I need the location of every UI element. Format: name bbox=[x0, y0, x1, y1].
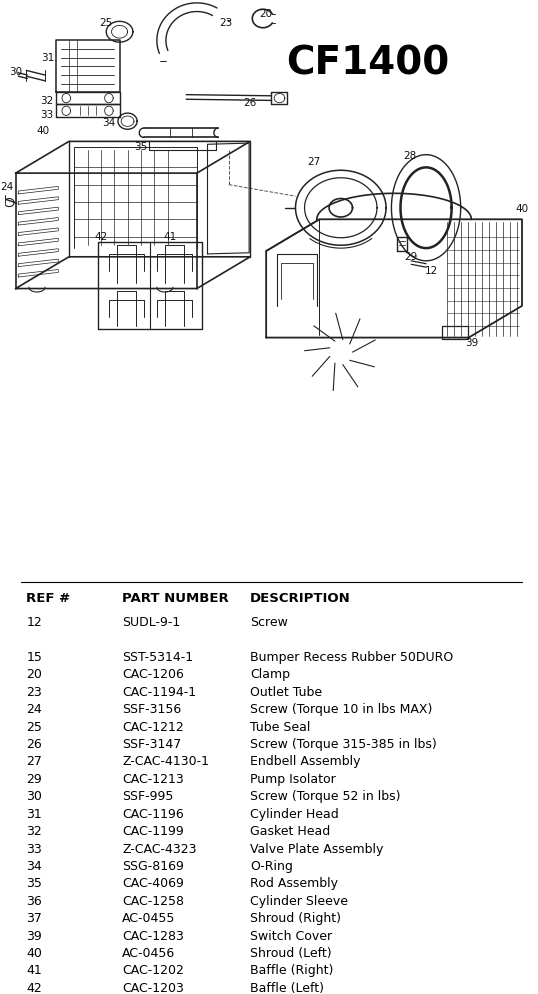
Text: SSF-995: SSF-995 bbox=[122, 790, 174, 803]
Text: SST-5314-1: SST-5314-1 bbox=[122, 651, 193, 664]
Text: Z-CAC-4130-1: Z-CAC-4130-1 bbox=[122, 755, 209, 768]
Text: 12: 12 bbox=[425, 266, 438, 276]
Text: 37: 37 bbox=[26, 912, 42, 925]
Text: 25: 25 bbox=[26, 721, 42, 734]
Text: 24: 24 bbox=[26, 703, 42, 717]
Text: Z-CAC-4323: Z-CAC-4323 bbox=[122, 843, 197, 856]
Text: 42: 42 bbox=[26, 982, 42, 994]
Text: 31: 31 bbox=[41, 53, 54, 63]
Text: 40: 40 bbox=[515, 204, 528, 214]
Text: 15: 15 bbox=[26, 651, 42, 664]
Text: Cylinder Head: Cylinder Head bbox=[250, 808, 339, 821]
Text: Clamp: Clamp bbox=[250, 668, 290, 682]
Text: Pump Isolator: Pump Isolator bbox=[250, 773, 336, 786]
Text: CAC-1258: CAC-1258 bbox=[122, 895, 184, 908]
Text: 24: 24 bbox=[1, 182, 13, 192]
Text: Gasket Head: Gasket Head bbox=[250, 825, 330, 838]
Text: 40: 40 bbox=[37, 126, 50, 136]
Text: 41: 41 bbox=[164, 232, 177, 242]
Text: Screw: Screw bbox=[250, 616, 288, 629]
Text: Screw (Torque 10 in lbs MAX): Screw (Torque 10 in lbs MAX) bbox=[250, 703, 433, 717]
Text: CAC-1203: CAC-1203 bbox=[122, 982, 184, 994]
Text: 32: 32 bbox=[40, 96, 53, 106]
Text: CAC-1283: CAC-1283 bbox=[122, 929, 184, 942]
Text: Shroud (Right): Shroud (Right) bbox=[250, 912, 341, 925]
Text: 33: 33 bbox=[40, 110, 53, 120]
Text: Screw (Torque 315-385 in lbs): Screw (Torque 315-385 in lbs) bbox=[250, 739, 437, 751]
Text: 42: 42 bbox=[94, 232, 108, 242]
Text: 40: 40 bbox=[26, 947, 42, 960]
Text: 20: 20 bbox=[260, 9, 273, 20]
Text: CAC-1212: CAC-1212 bbox=[122, 721, 184, 734]
Text: 26: 26 bbox=[244, 97, 257, 107]
Text: 35: 35 bbox=[134, 142, 147, 152]
Text: 12: 12 bbox=[26, 616, 42, 629]
Text: SSG-8169: SSG-8169 bbox=[122, 860, 184, 873]
Text: 23: 23 bbox=[220, 18, 233, 28]
Text: 32: 32 bbox=[26, 825, 42, 838]
Text: 39: 39 bbox=[26, 929, 42, 942]
Text: 27: 27 bbox=[26, 755, 42, 768]
Text: Switch Cover: Switch Cover bbox=[250, 929, 332, 942]
Text: AC-0456: AC-0456 bbox=[122, 947, 175, 960]
Text: DESCRIPTION: DESCRIPTION bbox=[250, 591, 351, 604]
Text: REF #: REF # bbox=[26, 591, 70, 604]
Text: 30: 30 bbox=[9, 68, 22, 78]
Text: Cylinder Sleeve: Cylinder Sleeve bbox=[250, 895, 348, 908]
Text: SSF-3156: SSF-3156 bbox=[122, 703, 181, 717]
Text: 35: 35 bbox=[26, 878, 42, 891]
Text: 36: 36 bbox=[26, 895, 42, 908]
Text: 41: 41 bbox=[26, 964, 42, 977]
Text: O-Ring: O-Ring bbox=[250, 860, 293, 873]
Text: 30: 30 bbox=[26, 790, 42, 803]
Text: Tube Seal: Tube Seal bbox=[250, 721, 310, 734]
Text: 31: 31 bbox=[26, 808, 42, 821]
Text: 29: 29 bbox=[26, 773, 42, 786]
Text: 27: 27 bbox=[308, 157, 321, 167]
Text: 26: 26 bbox=[26, 739, 42, 751]
Text: 23: 23 bbox=[26, 686, 42, 699]
Text: 34: 34 bbox=[26, 860, 42, 873]
Text: Outlet Tube: Outlet Tube bbox=[250, 686, 322, 699]
Text: SSF-3147: SSF-3147 bbox=[122, 739, 181, 751]
Text: CAC-1196: CAC-1196 bbox=[122, 808, 184, 821]
Text: CAC-1206: CAC-1206 bbox=[122, 668, 184, 682]
Text: 33: 33 bbox=[26, 843, 42, 856]
Text: Endbell Assembly: Endbell Assembly bbox=[250, 755, 360, 768]
Text: Rod Assembly: Rod Assembly bbox=[250, 878, 338, 891]
Text: Valve Plate Assembly: Valve Plate Assembly bbox=[250, 843, 384, 856]
Text: 20: 20 bbox=[26, 668, 42, 682]
Text: Bumper Recess Rubber 50DURO: Bumper Recess Rubber 50DURO bbox=[250, 651, 454, 664]
Text: CF1400: CF1400 bbox=[286, 45, 449, 83]
Text: SUDL-9-1: SUDL-9-1 bbox=[122, 616, 180, 629]
Text: CAC-1213: CAC-1213 bbox=[122, 773, 184, 786]
Text: CAC-4069: CAC-4069 bbox=[122, 878, 184, 891]
Text: PART NUMBER: PART NUMBER bbox=[122, 591, 229, 604]
Text: 29: 29 bbox=[405, 251, 418, 261]
Text: 28: 28 bbox=[404, 151, 417, 161]
Text: Screw (Torque 52 in lbs): Screw (Torque 52 in lbs) bbox=[250, 790, 401, 803]
Text: CAC-1194-1: CAC-1194-1 bbox=[122, 686, 196, 699]
Text: Shroud (Left): Shroud (Left) bbox=[250, 947, 332, 960]
Text: AC-0455: AC-0455 bbox=[122, 912, 175, 925]
Text: Baffle (Right): Baffle (Right) bbox=[250, 964, 334, 977]
Text: 39: 39 bbox=[465, 338, 478, 348]
Text: 34: 34 bbox=[102, 118, 116, 128]
Text: 25: 25 bbox=[100, 18, 113, 28]
Text: CAC-1199: CAC-1199 bbox=[122, 825, 184, 838]
Text: Baffle (Left): Baffle (Left) bbox=[250, 982, 324, 994]
Text: CAC-1202: CAC-1202 bbox=[122, 964, 184, 977]
